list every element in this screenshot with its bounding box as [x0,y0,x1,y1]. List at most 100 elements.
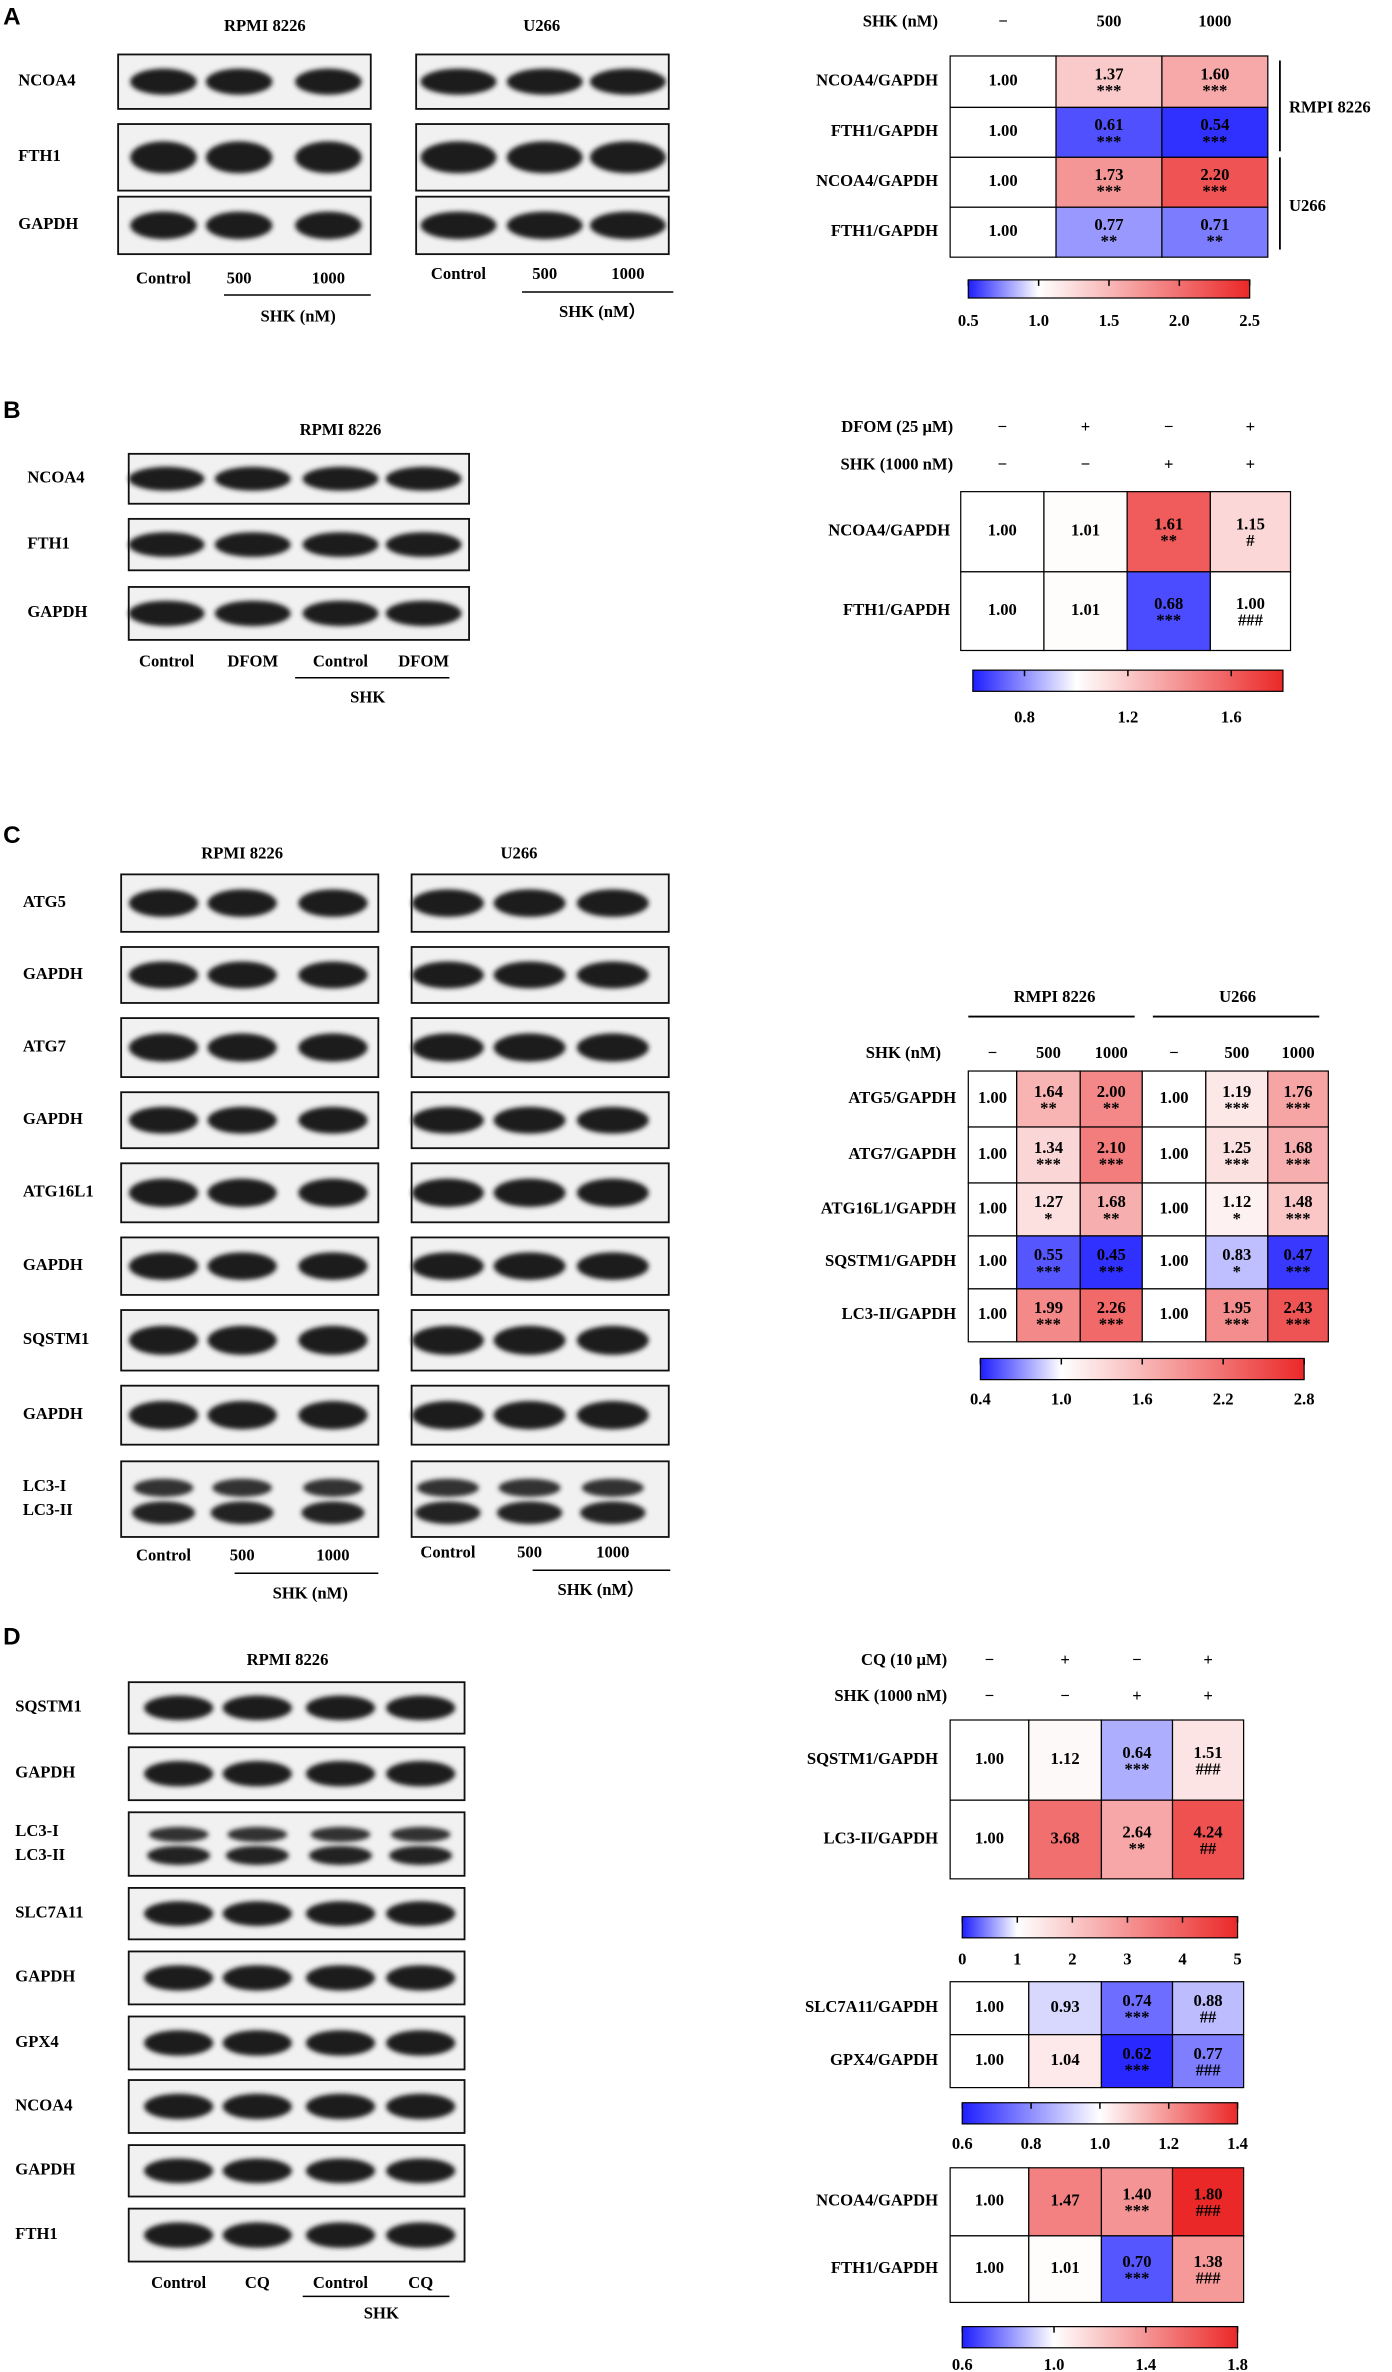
heatmap-cell [1079,1182,1143,1237]
blot-row-label: GAPDH [15,2160,75,2179]
cell-value: 1.51 [1194,1743,1223,1762]
heatmap-cell [1161,206,1269,258]
blot-band [222,1695,292,1721]
blot-band [128,961,199,989]
header-value: − [1081,455,1090,474]
heatmap-cell [1141,1182,1207,1237]
blot-band [130,141,197,174]
cell-value: 0.47 [1284,1245,1313,1264]
heatmap-row-label: SQSTM1/GAPDH [825,1251,956,1270]
lane-label: DFOM [398,651,449,670]
colorbar-tick-label: 1.4 [1135,2355,1156,2372]
blot-title: U266 [501,844,538,863]
heatmap-cell [1028,2235,1103,2304]
blot-band [298,1401,368,1430]
blot-band [385,532,462,557]
cell-significance: ** [1160,531,1177,550]
cell-value: 1.61 [1154,514,1183,533]
cell-value: 2.26 [1097,1298,1126,1317]
row-group-label: U266 [1289,196,1326,215]
heatmap-cell [1161,55,1269,109]
blot-band [303,1478,363,1497]
blot-row-label: LC3-I [23,1476,66,1495]
blot-band [207,1401,277,1430]
blot-band [298,889,368,917]
heatmap-cell [967,1288,1018,1343]
colorbar-tick-label: 3 [1123,1949,1131,1968]
heatmap-row-label: NCOA4/GAPDH [816,2191,938,2210]
cell-value: 1.00 [975,1749,1004,1768]
blot-band [222,2222,292,2248]
heatmap-row-label: FTH1/GAPDH [843,600,950,619]
colorbar-tick-label: 1.0 [1044,2355,1065,2372]
blot-band [386,1760,456,1787]
blot-band [132,1501,195,1525]
cell-value: 0.64 [1122,1743,1151,1762]
cell-value: 1.68 [1097,1192,1126,1211]
cell-value: 1.00 [975,2050,1004,2069]
cell-significance: *** [1286,1315,1311,1334]
cell-value: 1.34 [1034,1138,1063,1157]
heatmap-cell [960,491,1045,573]
blot-band [214,466,291,491]
heatmap-cell [949,2034,1030,2089]
lane-label: 500 [532,264,557,283]
row-group-label: RMPI 8226 [1289,98,1371,117]
column-group-label: RMPI 8226 [1014,987,1096,1006]
blot-band [493,1401,566,1430]
cell-value: 1.76 [1284,1082,1313,1101]
cell-significance: ** [1101,232,1118,251]
heatmap-cell [1141,1126,1207,1184]
cell-value: 0.45 [1097,1245,1126,1264]
blot-band [493,889,566,917]
blot-band [386,2093,456,2120]
cell-significance: *** [1099,1262,1124,1281]
blot-band [576,889,649,917]
blot-band [128,1106,199,1134]
cell-value: 1.00 [978,1144,1007,1163]
blot-band [222,2158,292,2184]
treatment-label: SHK (nM） [559,301,645,321]
cell-value: 1.25 [1222,1138,1251,1157]
colorbar-tick-label: 0.6 [952,2134,973,2153]
cell-significance: *** [1286,1154,1311,1173]
cell-value: 1.00 [975,1828,1004,1847]
blot-band [305,2222,376,2248]
blot-band [305,1695,376,1721]
cell-value: 1.00 [975,2258,1004,2277]
cell-value: 1.73 [1094,165,1123,184]
blot-band [506,141,583,174]
cell-significance: *** [1286,1209,1311,1228]
blot-band [222,2030,292,2056]
blot-row-label: SLC7A11 [15,1902,83,1921]
colorbar-tick-label: 1.5 [1099,311,1120,330]
heatmap-row-label: NCOA4/GAPDH [816,171,938,190]
blot-band [305,1901,376,1926]
blot-row-label: ATG7 [23,1036,66,1055]
cell-value: 1.95 [1222,1298,1251,1317]
header-value: 1000 [1095,1043,1128,1062]
blot-band [506,68,583,95]
blot-band [133,1478,194,1497]
cell-value: 1.37 [1094,64,1123,83]
blot-band [144,1901,214,1926]
blot-band [411,1325,484,1355]
cell-value: 2.20 [1200,165,1229,184]
blot-row-label: GAPDH [23,1255,83,1274]
cell-value: 0.55 [1034,1245,1063,1264]
blot-band [576,1252,649,1280]
blot-band [416,1478,479,1497]
cell-significance: ### [1196,1759,1222,1778]
blot-band [298,1178,368,1207]
header-value: + [1203,1686,1212,1705]
cell-value: 1.00 [989,221,1018,240]
header-value: + [1164,455,1173,474]
cell-value: 0.88 [1194,1991,1223,2010]
cell-significance: ** [1040,1098,1057,1117]
blot-band [207,1252,277,1280]
cell-value: 1.47 [1051,2191,1080,2210]
header-value: + [1246,455,1255,474]
blot-band [301,1501,365,1525]
heatmap-cell [1028,1981,1103,2036]
cell-value: 2.43 [1284,1298,1313,1317]
